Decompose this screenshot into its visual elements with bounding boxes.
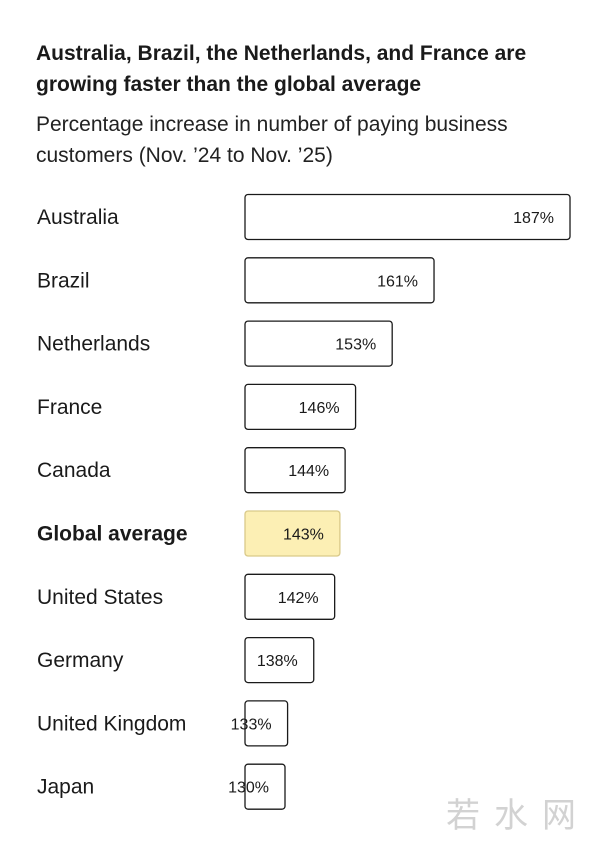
value-label-united-states: 142% bbox=[278, 590, 319, 607]
bar-germany bbox=[244, 636, 315, 684]
value-label-france: 146% bbox=[299, 400, 340, 417]
bar-united-kingdom bbox=[244, 700, 289, 747]
bar-france bbox=[244, 383, 357, 431]
category-label-canada: Canada bbox=[37, 459, 111, 482]
category-label-united-states: United States bbox=[37, 586, 163, 609]
bar-netherlands bbox=[244, 320, 393, 367]
value-label-netherlands: 153% bbox=[335, 337, 376, 354]
bar-brazil bbox=[244, 257, 435, 304]
category-label-australia: Australia bbox=[37, 206, 119, 229]
bar-japan bbox=[244, 763, 286, 810]
category-label-brazil: Brazil bbox=[37, 269, 90, 292]
category-label-france: France bbox=[37, 396, 102, 419]
category-label-japan: Japan bbox=[37, 776, 94, 799]
value-label-germany: 138% bbox=[257, 653, 298, 670]
watermark-logo: 若水网 bbox=[446, 796, 590, 836]
bar-canada bbox=[244, 447, 346, 494]
chart-subtitle: Percentage increase in number of paying … bbox=[36, 113, 508, 167]
bar-australia bbox=[244, 193, 571, 241]
bar-united-states bbox=[244, 573, 336, 620]
category-label-united-kingdom: United Kingdom bbox=[37, 712, 186, 735]
value-label-japan: 130% bbox=[228, 780, 269, 797]
value-label-brazil: 161% bbox=[377, 273, 418, 290]
category-label-netherlands: Netherlands bbox=[37, 333, 150, 356]
chart-title: Australia, Brazil, the Netherlands, and … bbox=[36, 42, 527, 96]
category-label-germany: Germany bbox=[37, 649, 124, 672]
bar-global-average bbox=[244, 510, 341, 557]
value-label-canada: 144% bbox=[288, 463, 329, 480]
value-label-global-average: 143% bbox=[283, 527, 324, 544]
value-label-australia: 187% bbox=[513, 210, 554, 227]
category-label-global-average: Global average bbox=[37, 523, 188, 546]
value-label-united-kingdom: 133% bbox=[231, 716, 272, 733]
